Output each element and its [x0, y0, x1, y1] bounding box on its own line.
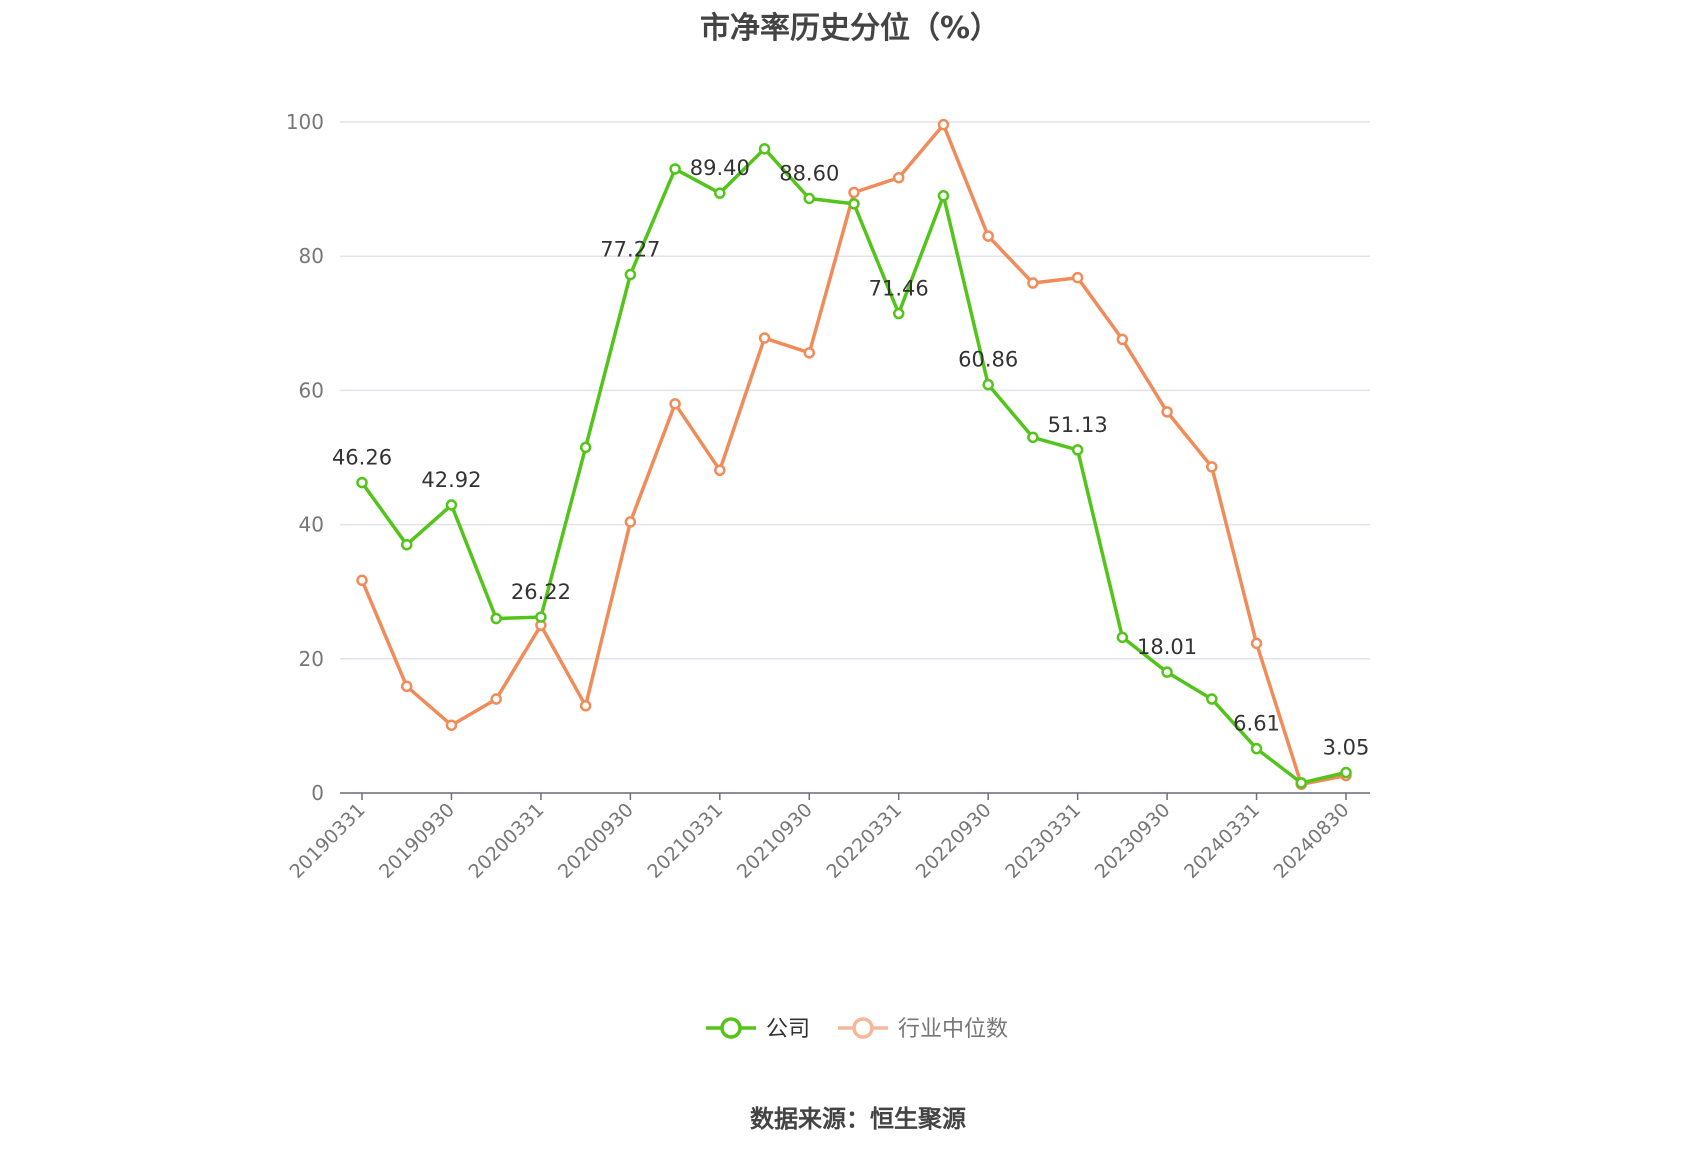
x-tick-label: 20230930 — [1091, 799, 1175, 883]
legend-marker — [720, 1017, 742, 1039]
data-point[interactable] — [758, 332, 771, 344]
data-point[interactable] — [892, 307, 905, 320]
data-label: 51.13 — [1048, 413, 1108, 437]
x-tick-label: 20200331 — [464, 799, 548, 883]
source-note: 数据来源：恒生聚源 — [750, 1105, 966, 1133]
legend-marker — [852, 1017, 874, 1039]
data-point[interactable] — [937, 118, 950, 131]
data-point[interactable] — [1206, 693, 1218, 705]
data-label: 77.27 — [600, 238, 660, 262]
data-point[interactable] — [356, 574, 368, 587]
x-axis: 20190331 20190930 20200331 20200930 20210331… — [286, 792, 1370, 883]
data-label: 88.60 — [779, 161, 839, 185]
data-point[interactable] — [892, 171, 905, 184]
data-point[interactable] — [1250, 637, 1263, 650]
data-point[interactable] — [490, 612, 502, 625]
data-point[interactable] — [1116, 631, 1129, 644]
x-tick-label: 20240331 — [1180, 799, 1264, 883]
data-point[interactable] — [1071, 444, 1084, 456]
data-point[interactable] — [803, 192, 816, 205]
data-point[interactable] — [1295, 777, 1308, 789]
data-labels: 46.26 42.92 26.22 77.27 89.40 88.60 71.46 60.86… — [332, 156, 1369, 759]
data-point[interactable] — [848, 198, 860, 210]
x-tick-label: 20220930 — [912, 799, 996, 883]
data-point[interactable] — [400, 680, 413, 693]
series-line-0 — [360, 147, 1347, 785]
data-label: 6.61 — [1233, 712, 1280, 736]
data-point[interactable] — [669, 163, 681, 175]
data-label: 18.01 — [1137, 635, 1197, 659]
y-tick-label: 60 — [299, 378, 324, 402]
data-point[interactable] — [356, 476, 368, 489]
legend-label: 行业中位数 — [898, 1017, 1008, 1042]
data-label: 42.92 — [421, 468, 481, 492]
x-tick-label: 20240830 — [1270, 799, 1354, 883]
data-point[interactable] — [982, 230, 994, 242]
data-label: 26.22 — [511, 580, 571, 604]
data-point[interactable] — [803, 347, 816, 359]
y-axis: 0 20 40 60 80 100 — [286, 110, 324, 805]
x-tick-label: 20190331 — [286, 799, 370, 883]
data-point[interactable] — [535, 611, 547, 623]
data-point[interactable] — [579, 441, 592, 454]
data-point[interactable] — [937, 190, 950, 202]
data-point[interactable] — [400, 538, 413, 551]
data-point[interactable] — [445, 719, 458, 731]
data-point[interactable] — [714, 187, 726, 199]
legend-label: 公司 — [766, 1017, 810, 1042]
data-point[interactable] — [624, 516, 637, 528]
x-tick-label: 20210930 — [733, 799, 817, 883]
data-point[interactable] — [579, 700, 592, 712]
data-point[interactable] — [1027, 431, 1039, 444]
y-tick-label: 40 — [299, 513, 324, 537]
y-tick-label: 0 — [311, 781, 324, 805]
data-point[interactable] — [848, 186, 860, 199]
data-point[interactable] — [1250, 742, 1263, 755]
data-label: 3.05 — [1323, 736, 1370, 760]
data-label: 71.46 — [869, 277, 929, 301]
data-point[interactable] — [1161, 666, 1173, 678]
legend-item-1[interactable]: 行业中位数 — [838, 1017, 1008, 1042]
y-tick-label: 100 — [286, 110, 324, 134]
data-label: 46.26 — [332, 446, 392, 470]
x-tick-label: 20190930 — [375, 799, 459, 883]
data-point[interactable] — [624, 268, 637, 281]
x-tick-label: 20210331 — [643, 799, 727, 883]
x-tick-label: 20200930 — [554, 799, 638, 883]
legend[interactable]: 公司 行业中位数 — [706, 1017, 1008, 1042]
data-point[interactable] — [1071, 271, 1084, 284]
data-point[interactable] — [758, 143, 771, 155]
data-point[interactable] — [1027, 277, 1039, 289]
data-point[interactable] — [714, 464, 726, 476]
chart-title: 市净率历史分位（%） — [700, 11, 1000, 46]
data-point[interactable] — [490, 693, 502, 705]
data-point[interactable] — [1116, 333, 1129, 346]
data-point[interactable] — [669, 398, 681, 410]
data-point[interactable] — [1340, 766, 1352, 779]
series-lines — [360, 122, 1347, 787]
y-tick-label: 20 — [299, 647, 324, 671]
x-tick-label: 20230331 — [1001, 799, 1085, 883]
series-line-1 — [360, 122, 1347, 787]
data-point[interactable] — [982, 378, 994, 391]
legend-item-0[interactable]: 公司 — [706, 1017, 810, 1042]
data-point[interactable] — [1206, 461, 1218, 473]
data-point[interactable] — [1161, 406, 1173, 418]
y-tick-label: 80 — [299, 244, 324, 268]
data-label: 89.40 — [690, 156, 750, 180]
grid-lines — [340, 121, 1370, 794]
series-points — [356, 118, 1352, 791]
data-label: 60.86 — [958, 348, 1018, 372]
x-tick-label: 20220331 — [822, 799, 906, 883]
data-point[interactable] — [445, 499, 458, 511]
